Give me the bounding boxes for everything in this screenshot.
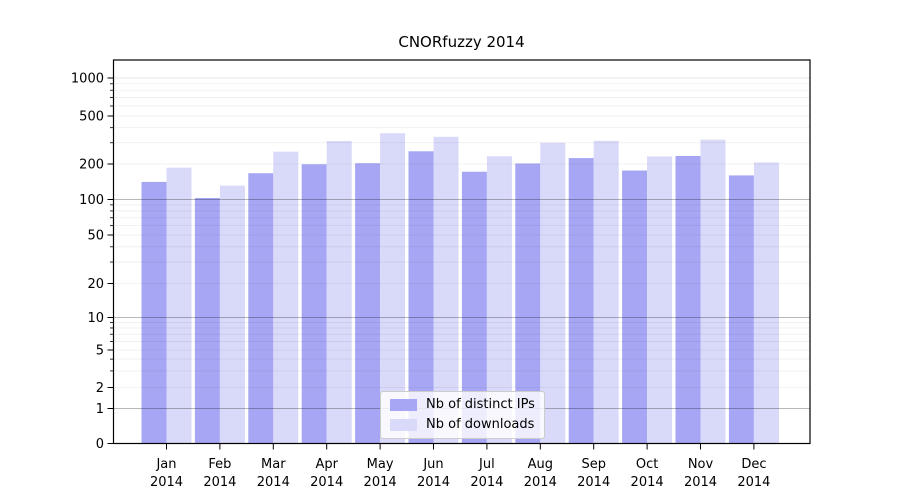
y-tick-label: 5 (96, 344, 104, 359)
legend-item-distinct-ips: Nb of distinct IPs (390, 397, 535, 412)
bar-downloads (753, 162, 779, 444)
x-tick-label-year: 2014 (470, 475, 503, 490)
x-tick-label-month: Apr (315, 457, 338, 472)
y-tick-label: 50 (87, 229, 104, 244)
bar-downloads (219, 185, 245, 444)
bar-distinct-ips (728, 175, 754, 444)
x-tick-label-year: 2014 (524, 475, 557, 490)
bar-distinct-ips (675, 155, 701, 444)
bar-downloads (326, 141, 352, 444)
y-tick-label: 1 (96, 402, 104, 417)
x-tick-label-month: Dec (741, 457, 766, 472)
bar-downloads (273, 151, 299, 444)
legend-item-downloads: Nb of downloads (390, 417, 535, 432)
x-tick-label-year: 2014 (203, 475, 236, 490)
bar-distinct-ips (248, 173, 274, 444)
bar-distinct-ips (568, 158, 594, 444)
bar-distinct-ips (141, 181, 167, 444)
x-tick-label-month: Nov (688, 457, 714, 472)
x-tick-label-month: Mar (261, 457, 286, 472)
y-tick-label: 1000 (71, 72, 104, 87)
bar-downloads (593, 140, 619, 444)
x-tick-label-month: Sep (581, 457, 606, 472)
bar-distinct-ips (301, 164, 327, 444)
bar-downloads (166, 167, 192, 444)
y-tick-label: 2 (96, 381, 104, 396)
x-tick-label-month: Jul (478, 457, 495, 472)
x-tick-label-year: 2014 (150, 475, 183, 490)
plot-border (112, 59, 811, 445)
x-tick-label-month: Jun (422, 457, 443, 472)
x-tick-label-year: 2014 (364, 475, 397, 490)
y-tick-label: 100 (79, 193, 104, 208)
y-tick-label: 10 (87, 311, 104, 326)
x-tick-label-year: 2014 (684, 475, 717, 490)
bar-distinct-ips (194, 197, 220, 444)
bar-distinct-ips (622, 170, 648, 444)
legend-swatch-downloads (390, 418, 417, 431)
y-tick-label: 200 (79, 158, 104, 173)
x-tick-label-year: 2014 (417, 475, 450, 490)
bar-downloads (647, 156, 673, 444)
legend-swatch-distinct-ips (390, 398, 417, 411)
x-tick-label-month: Jan (155, 457, 176, 472)
bar-distinct-ips (355, 163, 381, 444)
chart-title: CNORfuzzy 2014 (398, 33, 525, 51)
y-tick-label: 500 (79, 110, 104, 125)
x-tick-label-year: 2014 (257, 475, 290, 490)
x-tick-label-year: 2014 (631, 475, 664, 490)
x-tick-label-year: 2014 (737, 475, 770, 490)
legend-label-distinct-ips: Nb of distinct IPs (426, 397, 535, 412)
y-tick-label: 20 (87, 277, 104, 292)
legend-label-downloads: Nb of downloads (426, 417, 535, 432)
y-tick-label: 0 (96, 437, 104, 452)
x-tick-label-month: Feb (208, 457, 231, 472)
x-tick-label-year: 2014 (310, 475, 343, 490)
bar-downloads (700, 139, 726, 444)
x-tick-label-year: 2014 (577, 475, 610, 490)
legend: Nb of distinct IPs Nb of downloads (380, 391, 545, 439)
x-tick-label-month: May (367, 457, 394, 472)
x-tick-label-month: Aug (528, 457, 553, 472)
x-tick-label-month: Oct (636, 457, 658, 472)
